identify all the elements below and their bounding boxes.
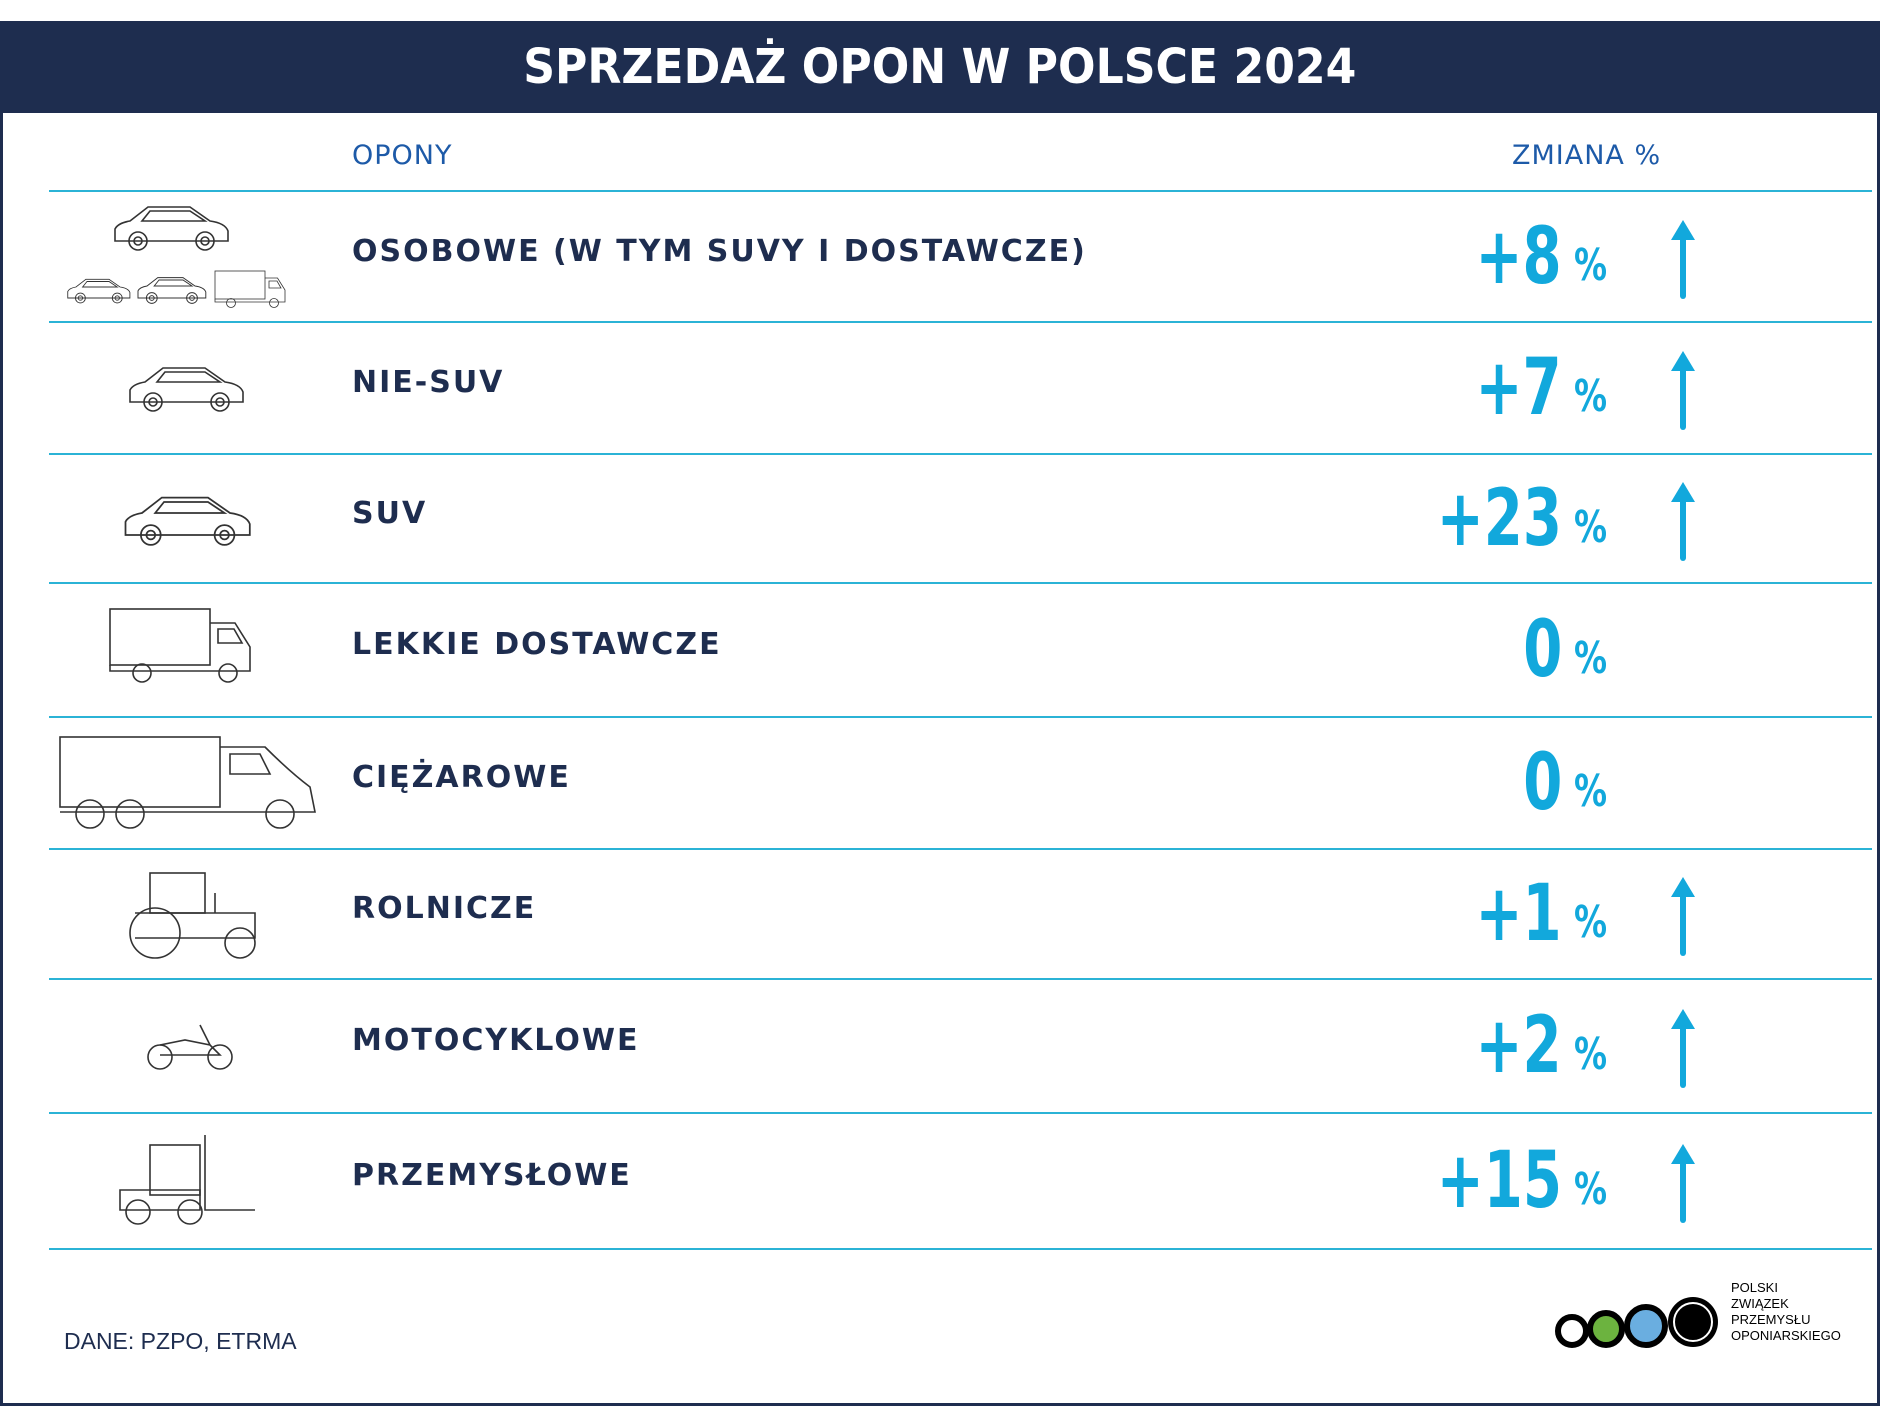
logo-line: POLSKI: [1731, 1280, 1778, 1295]
percent-sign: %: [1574, 633, 1608, 684]
change-value: +7: [1475, 343, 1562, 433]
motorcycle-icon: [50, 978, 330, 1112]
pzpo-logo-text: POLSKI ZWIĄZEK PRZEMYSŁU OPONIARSKIEGO: [1731, 1280, 1841, 1344]
divider: [49, 190, 1872, 192]
row-label: CIĘŻAROWE: [352, 760, 571, 795]
arrow-up-icon: [1671, 219, 1695, 299]
divider: [49, 978, 1872, 980]
percent-sign: %: [1574, 501, 1608, 553]
pzpo-logo: [1555, 1297, 1718, 1348]
arrow-up-icon: [1671, 1144, 1695, 1223]
logo-line: ZWIĄZEK: [1731, 1296, 1789, 1311]
arrow-up-icon: [1671, 877, 1695, 956]
row-label: SUV: [352, 495, 428, 531]
table-row: ROLNICZE +1 %: [0, 848, 1880, 980]
infographic-frame: [0, 21, 1880, 1406]
table-row: SUV +23 %: [0, 453, 1880, 584]
arrow-up-icon: [1671, 1009, 1695, 1088]
table-row: PRZEMYSŁOWE +15 %: [0, 1112, 1880, 1250]
divider: [49, 582, 1872, 584]
logo-line: PRZEMYSŁU: [1731, 1312, 1811, 1327]
column-header-tires: OPONY: [352, 140, 453, 171]
trend-up: [1666, 216, 1700, 306]
arrow-up-icon: [1671, 351, 1695, 430]
car-group-icon: [50, 190, 330, 321]
row-label: OSOBOWE (W TYM SUVY I DOSTAWCZE): [352, 233, 1087, 269]
change-value: 0: [1522, 605, 1562, 695]
row-label: LEKKIE DOSTAWCZE: [352, 627, 722, 662]
row-label: PRZEMYSŁOWE: [352, 1158, 632, 1193]
source-note: DANE: PZPO, ETRMA: [64, 1328, 297, 1354]
percent-sign: %: [1574, 897, 1608, 948]
change-value: +15: [1436, 1136, 1562, 1226]
truck-icon: [50, 716, 330, 848]
percent-sign: %: [1574, 1029, 1608, 1080]
table-row: NIE-SUV +7 %: [0, 321, 1880, 455]
divider: [49, 716, 1872, 718]
change-value: +23: [1436, 473, 1562, 564]
trend-up: [1666, 1005, 1700, 1095]
table-row: MOTOCYKLOWE +2 %: [0, 978, 1880, 1114]
percent-sign: %: [1574, 371, 1608, 422]
arrow-up-icon: [1671, 481, 1695, 561]
car-icon: [50, 321, 330, 453]
forklift-icon: [50, 1112, 330, 1248]
trend-up: [1666, 478, 1700, 568]
table-row: OSOBOWE (W TYM SUVY I DOSTAWCZE) +8 %: [0, 190, 1880, 323]
title-bar: SPRZEDAŻ OPON W POLSCE 2024: [0, 21, 1880, 113]
van-icon: [50, 582, 330, 716]
suv-icon: [50, 453, 330, 582]
logo-line: OPONIARSKIEGO: [1731, 1328, 1841, 1343]
trend-up: [1666, 347, 1700, 437]
page-title: SPRZEDAŻ OPON W POLSCE 2024: [523, 39, 1357, 95]
divider: [49, 1248, 1872, 1250]
row-label: ROLNICZE: [352, 891, 537, 926]
trend-up: [1666, 1140, 1700, 1230]
trend-up: [1666, 873, 1700, 963]
percent-sign: %: [1574, 1164, 1608, 1215]
divider: [49, 453, 1872, 455]
table-row: LEKKIE DOSTAWCZE 0 %: [0, 582, 1880, 718]
change-value: 0: [1522, 738, 1562, 828]
change-value: +1: [1475, 869, 1562, 959]
divider: [49, 321, 1872, 323]
divider: [49, 848, 1872, 850]
change-value: +2: [1475, 1001, 1562, 1091]
column-header-change: ZMIANA %: [1512, 140, 1662, 171]
percent-sign: %: [1574, 766, 1608, 817]
tractor-icon: [50, 848, 330, 978]
row-label: MOTOCYKLOWE: [352, 1023, 640, 1058]
table-row: CIĘŻAROWE 0 %: [0, 716, 1880, 850]
percent-sign: %: [1574, 239, 1608, 291]
change-value: +8: [1475, 211, 1562, 302]
divider: [49, 1112, 1872, 1114]
row-label: NIE-SUV: [352, 365, 505, 400]
